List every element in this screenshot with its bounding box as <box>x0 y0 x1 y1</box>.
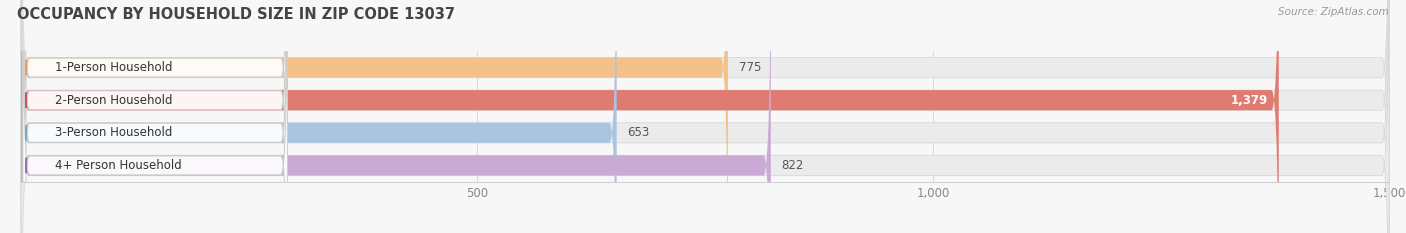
FancyBboxPatch shape <box>22 0 287 233</box>
Text: 775: 775 <box>740 61 761 74</box>
FancyBboxPatch shape <box>21 0 1389 233</box>
FancyBboxPatch shape <box>21 0 1389 233</box>
FancyBboxPatch shape <box>22 0 287 233</box>
FancyBboxPatch shape <box>21 0 617 233</box>
Text: OCCUPANCY BY HOUSEHOLD SIZE IN ZIP CODE 13037: OCCUPANCY BY HOUSEHOLD SIZE IN ZIP CODE … <box>17 7 456 22</box>
FancyBboxPatch shape <box>21 0 1389 233</box>
Text: 3-Person Household: 3-Person Household <box>55 126 172 139</box>
Text: 1,379: 1,379 <box>1230 94 1268 107</box>
Text: 2-Person Household: 2-Person Household <box>55 94 173 107</box>
Text: 1-Person Household: 1-Person Household <box>55 61 173 74</box>
Text: 822: 822 <box>782 159 804 172</box>
FancyBboxPatch shape <box>22 0 287 233</box>
Text: 4+ Person Household: 4+ Person Household <box>55 159 181 172</box>
FancyBboxPatch shape <box>21 0 1279 233</box>
FancyBboxPatch shape <box>21 0 728 233</box>
Text: 653: 653 <box>627 126 650 139</box>
Text: Source: ZipAtlas.com: Source: ZipAtlas.com <box>1278 7 1389 17</box>
FancyBboxPatch shape <box>21 0 770 233</box>
FancyBboxPatch shape <box>21 0 1389 233</box>
FancyBboxPatch shape <box>22 0 287 233</box>
